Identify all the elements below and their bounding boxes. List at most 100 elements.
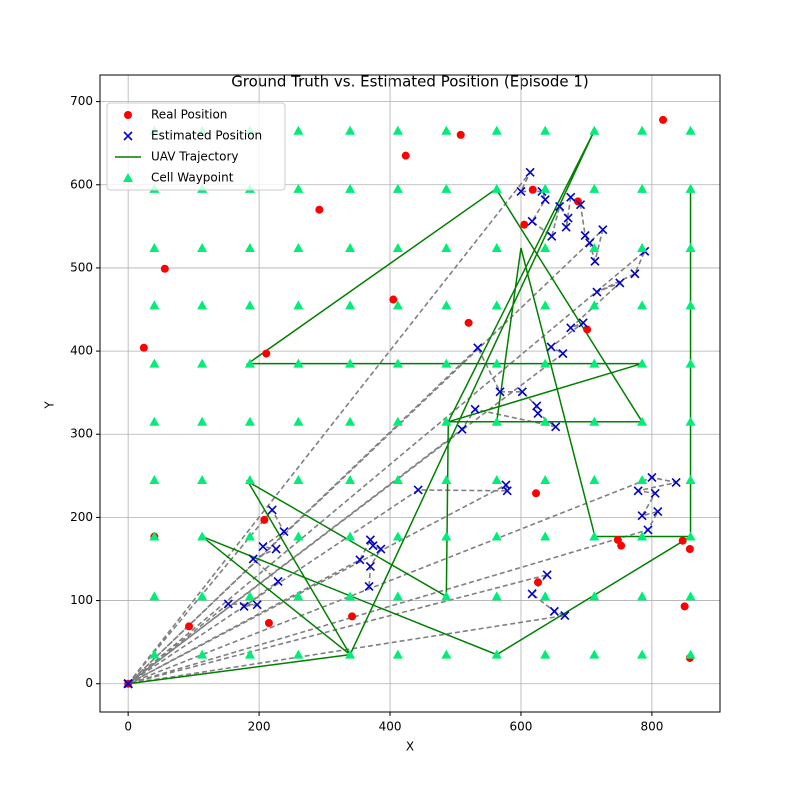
point — [464, 318, 473, 327]
point — [248, 554, 258, 564]
point — [271, 544, 281, 554]
point — [555, 201, 565, 211]
point — [540, 531, 551, 541]
point — [293, 649, 304, 659]
point — [260, 515, 269, 524]
point — [345, 416, 356, 426]
point — [540, 474, 551, 484]
point — [685, 649, 696, 659]
point — [273, 576, 283, 587]
y-tick-label: 200 — [70, 510, 93, 524]
x-tick-label: 600 — [510, 720, 533, 734]
point — [540, 125, 551, 135]
point — [566, 192, 576, 202]
point — [470, 404, 480, 414]
point — [139, 343, 148, 352]
point — [637, 125, 648, 135]
point — [293, 183, 304, 193]
point — [392, 474, 403, 484]
point — [540, 649, 551, 659]
point — [589, 183, 600, 193]
point — [659, 115, 668, 124]
point — [149, 358, 160, 368]
point — [547, 231, 557, 241]
point — [392, 591, 403, 601]
point — [685, 416, 696, 426]
legend-marker — [123, 173, 133, 182]
point — [578, 318, 588, 328]
point — [589, 358, 600, 368]
point — [244, 300, 255, 310]
point — [441, 242, 452, 252]
legend-label: Estimated Position — [151, 129, 262, 143]
point — [637, 358, 648, 368]
point — [561, 222, 571, 232]
point — [293, 242, 304, 252]
point — [542, 570, 552, 580]
point — [491, 531, 502, 541]
point — [532, 401, 542, 411]
point — [585, 238, 595, 248]
point — [613, 535, 622, 544]
point — [650, 488, 660, 498]
point — [589, 125, 600, 135]
point — [563, 213, 573, 223]
point — [637, 474, 648, 484]
legend-box — [106, 102, 286, 191]
point — [264, 619, 273, 628]
point — [392, 300, 403, 310]
point — [589, 416, 600, 426]
point — [549, 606, 559, 616]
x-tick-label: 0 — [124, 720, 132, 734]
point — [267, 505, 277, 515]
point — [197, 531, 208, 541]
point — [495, 387, 505, 397]
plot-frame — [99, 74, 721, 713]
point — [491, 242, 502, 252]
point — [637, 591, 648, 601]
point — [637, 242, 648, 252]
point — [491, 649, 502, 659]
y-tick-label: 100 — [70, 593, 93, 607]
point — [197, 649, 208, 659]
point — [244, 531, 255, 541]
point — [678, 536, 687, 545]
point — [160, 264, 169, 273]
point — [197, 416, 208, 426]
point — [583, 325, 592, 334]
point — [491, 125, 502, 135]
point — [643, 525, 653, 535]
point — [685, 183, 696, 193]
point — [491, 474, 502, 484]
point — [364, 581, 374, 591]
y-tick-label: 500 — [70, 260, 93, 274]
x-tick-label: 200 — [248, 720, 271, 734]
point — [258, 541, 268, 552]
point — [345, 474, 356, 484]
point — [546, 342, 556, 352]
point — [685, 591, 696, 601]
point — [392, 183, 403, 193]
point — [589, 300, 600, 310]
point — [575, 200, 586, 210]
point — [525, 167, 535, 177]
point — [685, 545, 694, 554]
point — [637, 511, 647, 521]
point — [520, 220, 529, 229]
point — [293, 358, 304, 368]
point — [392, 358, 403, 368]
y-tick-label: 600 — [70, 177, 93, 191]
point — [345, 358, 356, 368]
point — [293, 300, 304, 310]
legend-label: Real Position — [151, 108, 227, 122]
point — [540, 416, 551, 426]
point — [252, 600, 262, 610]
point — [589, 591, 600, 601]
point — [637, 531, 648, 541]
point — [685, 531, 696, 541]
point — [293, 125, 304, 135]
point — [540, 300, 551, 310]
point — [293, 416, 304, 426]
point — [473, 343, 483, 353]
x-axis-label: X — [406, 740, 414, 754]
